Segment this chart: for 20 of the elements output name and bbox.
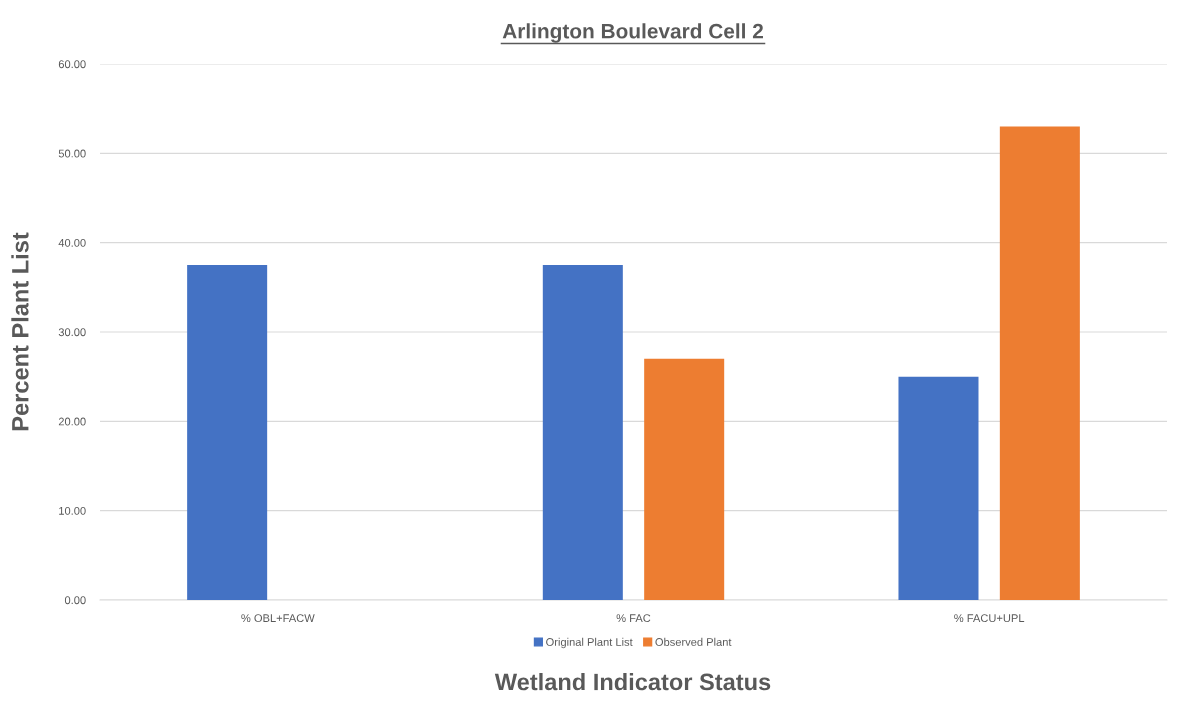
chart-title: Arlington Boulevard Cell 2 [502,23,763,43]
y-tick-label: 0.00 [64,596,86,605]
y-tick-label: 10.00 [59,506,86,515]
bar [542,265,623,600]
y-tick-label: 60.00 [58,60,86,69]
x-tick-label: % FACU+UPL [954,614,1025,623]
legend-label: Observed Plant [655,637,732,646]
y-tick-label: 20.00 [58,417,86,426]
bar [644,358,725,600]
y-tick-label: 30.00 [58,328,86,337]
bar [898,376,979,600]
x-axis-title: Wetland Indicator Status [494,672,771,691]
y-tick-label: 40.00 [58,238,86,247]
x-tick-label: % FAC [616,614,651,623]
x-tick-label: % OBL+FACW [241,614,315,623]
legend-label: Original Plant List [546,637,633,649]
bar [187,265,268,600]
bar [999,126,1080,600]
y-axis-title: Percent Plant List [11,232,29,431]
y-tick-label: 50.00 [58,149,86,158]
